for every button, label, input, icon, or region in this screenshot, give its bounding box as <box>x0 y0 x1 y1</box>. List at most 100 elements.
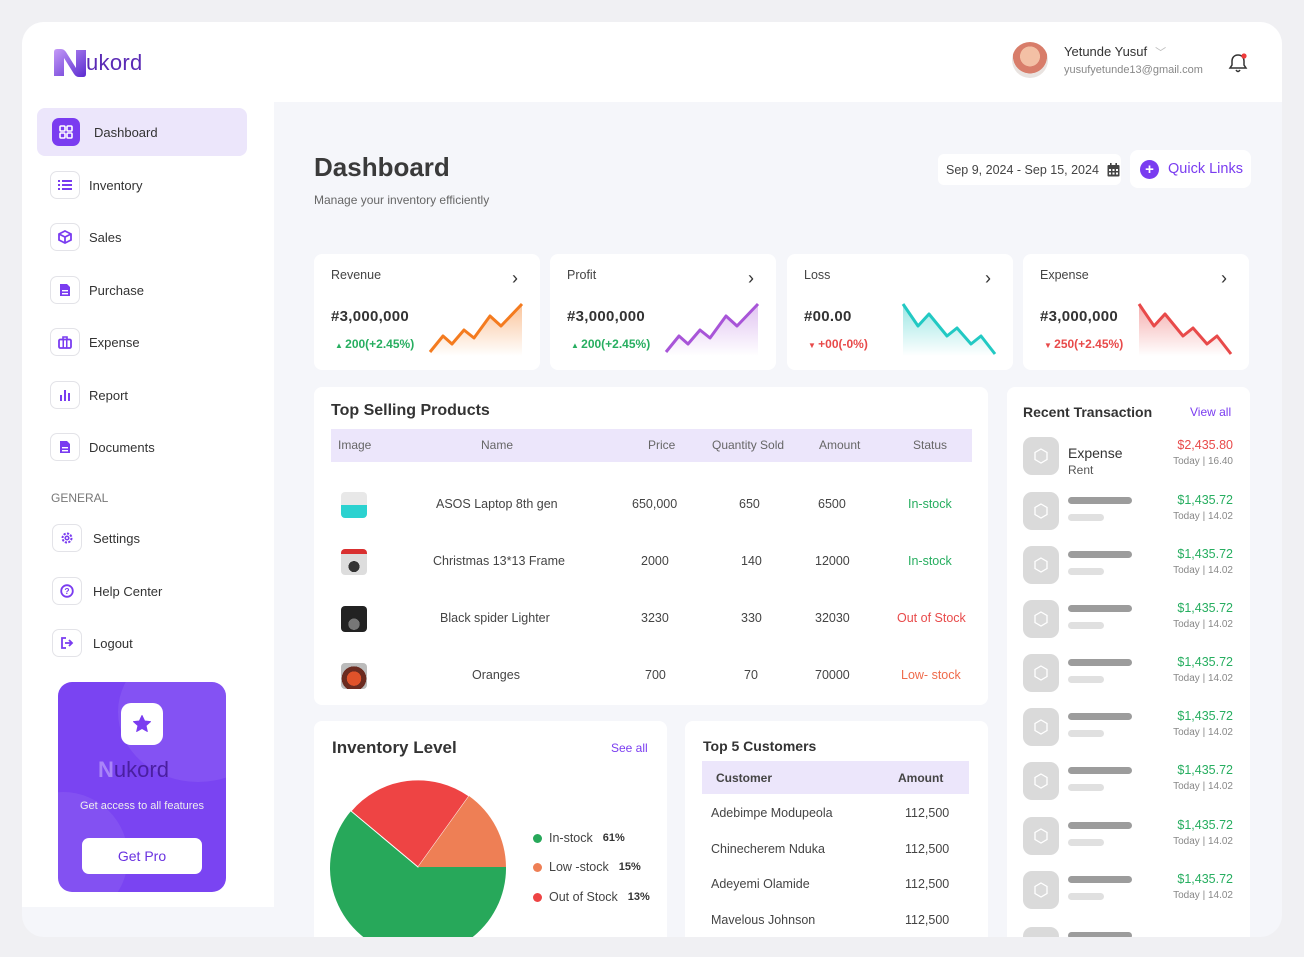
stat-card-profit[interactable]: Profit › #3,000,000 ▲ 200(+2.45%) <box>550 254 776 370</box>
transaction-item[interactable]: Expense Rent $2,435.80 Today | 16.40 <box>1023 437 1238 481</box>
table-row[interactable]: ASOS Laptop 8th gen 650,000 650 6500 In-… <box>331 488 972 521</box>
hexagon-icon <box>1023 762 1059 800</box>
transaction-item[interactable]: $1,435.72 Today | 14.02 <box>1023 654 1238 698</box>
panel-title: Recent Transaction <box>1023 404 1153 420</box>
transaction-item[interactable]: $1,435.72 Today | 14.02 <box>1023 762 1238 806</box>
notification-bell-icon[interactable] <box>1228 52 1248 74</box>
status-badge: In-stock <box>908 497 952 511</box>
sidebar-item-label: Report <box>89 387 129 403</box>
transaction-time: Today | 16.40 <box>1173 456 1233 467</box>
table-row[interactable]: Oranges 700 70 70000 Low- stock <box>331 659 972 692</box>
revenue-sparkline <box>428 302 524 356</box>
sidebar-item-report[interactable]: Report <box>37 371 247 419</box>
logout-icon <box>52 629 82 657</box>
placeholder-bar <box>1068 730 1104 737</box>
legend-pct: 15% <box>618 861 641 873</box>
table-header: Image Name Price Quantity Sold Amount St… <box>331 429 972 462</box>
stat-delta: ▼ +00(-0%) <box>808 337 868 351</box>
chevron-right-icon[interactable]: › <box>985 268 991 288</box>
product-image <box>341 549 367 575</box>
stat-card-loss[interactable]: Loss › #00.00 ▼ +00(-0%) <box>787 254 1013 370</box>
date-range-value: Sep 9, 2024 - Sep 15, 2024 <box>946 162 1099 177</box>
user-menu[interactable]: Yetunde Yusuf ﹀ yusufyetunde13@gmail.com <box>1012 42 1203 78</box>
sidebar-item-purchase[interactable]: Purchase <box>37 266 247 314</box>
transaction-item[interactable]: $1,435.72 Today | 14.02 <box>1023 817 1238 861</box>
stat-title: Loss <box>804 268 831 282</box>
logo[interactable]: ukord <box>52 48 143 78</box>
chevron-right-icon[interactable]: › <box>512 268 518 288</box>
sidebar-item-settings[interactable]: Settings <box>37 514 247 562</box>
transaction-subtitle: Rent <box>1068 463 1094 477</box>
table-row[interactable]: Adeyemi Olamide 112,500 <box>711 877 951 891</box>
stat-card-revenue[interactable]: Revenue › #3,000,000 ▲ 200(+2.45%) <box>314 254 540 370</box>
transaction-item[interactable]: $1,435.72 Today | 14.02 <box>1023 871 1238 915</box>
triangle-up-icon: ▲ <box>571 341 582 350</box>
chevron-right-icon[interactable]: › <box>1221 268 1227 288</box>
product-amount: 12000 <box>815 554 850 568</box>
promo-brand-name: ukord <box>113 757 169 782</box>
transaction-amount: $2,435.80 <box>1177 438 1233 452</box>
sidebar-item-sales[interactable]: Sales <box>37 213 247 261</box>
grid-icon <box>52 118 80 146</box>
transaction-item[interactable]: $1,435.72 Today | 14.02 <box>1023 600 1238 644</box>
stat-title: Revenue <box>331 268 382 282</box>
col-price: Price <box>648 438 676 452</box>
sidebar-item-dashboard[interactable]: Dashboard <box>37 108 247 156</box>
product-name: Christmas 13*13 Frame <box>433 554 565 568</box>
placeholder-bar <box>1068 622 1104 629</box>
transaction-time: Today | 14.02 <box>1173 781 1233 792</box>
triangle-down-icon: ▼ <box>808 341 819 350</box>
logo-icon <box>54 49 86 77</box>
transaction-item[interactable] <box>1023 927 1238 937</box>
loss-sparkline <box>901 303 997 356</box>
col-name: Name <box>481 438 514 452</box>
sidebar-item-label: Sales <box>89 229 122 245</box>
legend-item-in-stock: In-stock 61% <box>533 831 625 845</box>
sidebar-item-inventory[interactable]: Inventory <box>37 161 247 209</box>
placeholder-bar <box>1068 893 1104 900</box>
view-all-link[interactable]: View all <box>1190 405 1232 419</box>
chevron-right-icon[interactable]: › <box>748 268 754 288</box>
quick-links-button[interactable]: + Quick Links <box>1130 150 1251 188</box>
transaction-title: Expense <box>1068 445 1123 461</box>
avatar[interactable] <box>1012 42 1048 78</box>
stat-card-expense[interactable]: Expense › #3,000,000 ▼ 250(+2.45%) <box>1023 254 1249 370</box>
product-qty: 330 <box>741 611 762 625</box>
date-range-picker[interactable]: Sep 9, 2024 - Sep 15, 2024 <box>938 154 1121 185</box>
sidebar-item-documents[interactable]: Documents <box>37 423 247 471</box>
product-image <box>341 663 367 689</box>
placeholder-bar <box>1068 551 1132 558</box>
legend-pct: 61% <box>602 832 625 844</box>
product-name: ASOS Laptop 8th gen <box>436 497 558 511</box>
customer-amount: 112,500 <box>905 913 950 927</box>
list-icon <box>50 171 80 199</box>
customer-amount: 112,500 <box>905 877 950 891</box>
table-row[interactable]: Mavelous Johnson 112,500 <box>711 913 951 927</box>
col-image: Image <box>338 438 372 452</box>
get-pro-button[interactable]: Get Pro <box>82 838 202 874</box>
transaction-time: Today | 14.02 <box>1173 565 1233 576</box>
legend-label: In-stock <box>549 831 593 845</box>
placeholder-bar <box>1068 822 1132 829</box>
table-row[interactable]: Adebimpe Modupeola 112,500 <box>711 806 951 820</box>
sidebar-item-expense[interactable]: Expense <box>37 318 247 366</box>
product-amount: 6500 <box>818 497 846 511</box>
transaction-item[interactable]: $1,435.72 Today | 14.02 <box>1023 708 1238 752</box>
sidebar-item-label: Help Center <box>93 583 163 599</box>
transaction-time: Today | 14.02 <box>1173 673 1233 684</box>
table-row[interactable]: Black spider Lighter 3230 330 32030 Out … <box>331 602 972 635</box>
legend-item-low-stock: Low -stock 15% <box>533 860 641 874</box>
transaction-item[interactable]: $1,435.72 Today | 14.02 <box>1023 492 1238 536</box>
stat-delta: ▼ 250(+2.45%) <box>1044 337 1123 351</box>
table-row[interactable]: Chinecherem Nduka 112,500 <box>711 842 951 856</box>
sidebar-item-label: Inventory <box>89 177 143 193</box>
sidebar-item-logout[interactable]: Logout <box>37 619 247 667</box>
brand-name: ukord <box>86 50 143 75</box>
see-all-link[interactable]: See all <box>611 741 648 755</box>
recent-transactions-panel: Recent Transaction View all Expense Rent… <box>1007 387 1250 937</box>
table-row[interactable]: Christmas 13*13 Frame 2000 140 12000 In-… <box>331 545 972 578</box>
chevron-down-icon[interactable]: ﹀ <box>1155 47 1167 59</box>
sidebar-item-help-center[interactable]: ? Help Center <box>37 567 247 615</box>
transaction-item[interactable]: $1,435.72 Today | 14.02 <box>1023 546 1238 590</box>
transaction-time: Today | 14.02 <box>1173 619 1233 630</box>
